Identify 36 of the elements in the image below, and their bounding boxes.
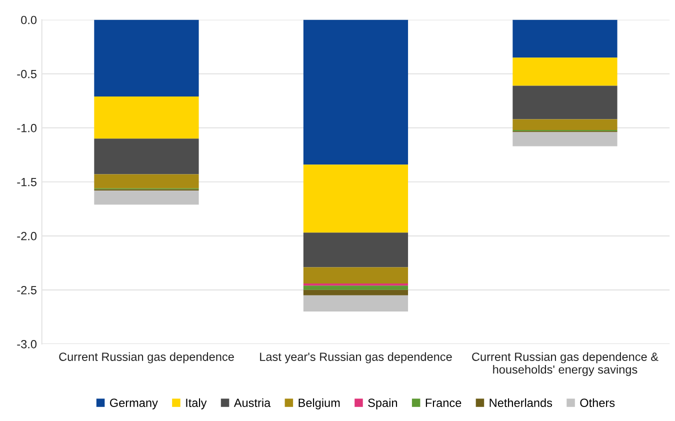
legend-label: Belgium (298, 398, 340, 410)
bar (94, 174, 199, 188)
y-tick-label: -2.0 (17, 232, 37, 240)
bar (303, 20, 408, 165)
x-tick-label: Last year's Russian gas dependence (260, 352, 452, 364)
bar (512, 86, 618, 120)
legend-label: Others (580, 398, 615, 408)
legend-label: Spain (368, 398, 398, 410)
y-tick-label: -2.5 (17, 286, 36, 294)
y-tick-label: 0.0 (21, 16, 37, 24)
legend-label: Italy (186, 398, 207, 410)
x-tick-label: Current Russian gas dependence & households' energy savings (472, 352, 658, 376)
bar (303, 295, 408, 312)
bar (303, 283, 408, 286)
bar (94, 96, 199, 139)
bar (303, 286, 408, 290)
legend-label: Germany (110, 398, 158, 410)
y-tick-label: -0.5 (17, 70, 36, 78)
legend-label: Austria (234, 398, 271, 408)
bar (512, 132, 618, 146)
bar (303, 290, 408, 296)
legend-label: France (426, 398, 462, 408)
bar (303, 232, 408, 268)
bar (512, 20, 618, 58)
bar (303, 267, 408, 284)
y-tick-label: -1.5 (17, 178, 36, 186)
bar (512, 119, 618, 130)
x-tick-label: Current Russian gas dependence (59, 352, 234, 364)
y-tick-label: -3.0 (17, 340, 37, 348)
bar (512, 58, 618, 86)
y-tick-label: -1.0 (17, 124, 37, 132)
bar (303, 164, 408, 233)
bar (94, 138, 199, 174)
bar (94, 190, 199, 205)
legend-label: Netherlands (490, 398, 552, 408)
bar (94, 20, 199, 97)
